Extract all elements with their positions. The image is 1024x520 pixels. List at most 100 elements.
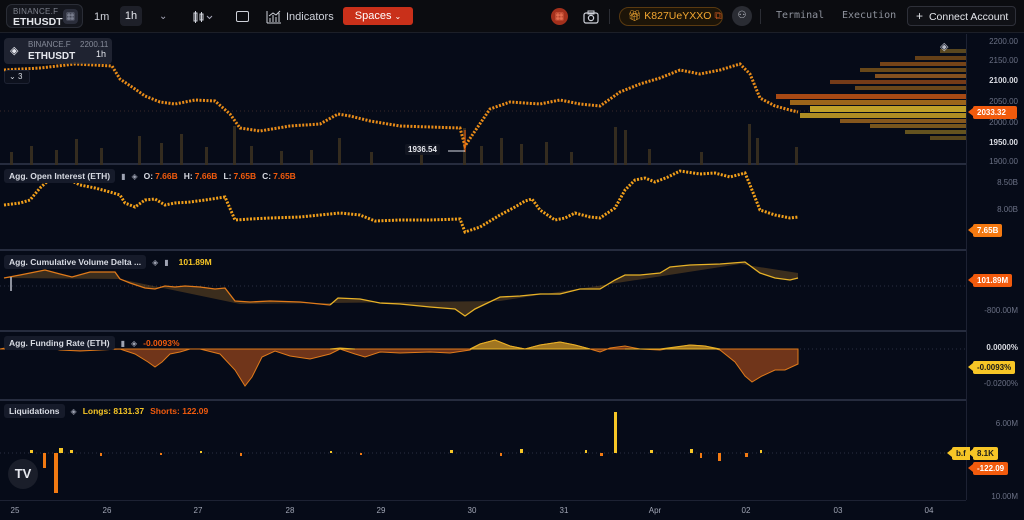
- settings-icon[interactable]: ◈: [152, 257, 159, 267]
- chart-pair: ETHUSDT: [28, 51, 76, 62]
- open-interest-pane[interactable]: Agg. Open Interest (ETH) ▮ ◈ O: 7.66B H: 7…: [0, 165, 966, 251]
- candlestick-icon: [193, 10, 213, 23]
- pair-label: ETHUSDT: [13, 16, 63, 28]
- time-tick: 25: [10, 506, 20, 515]
- axis-label: 2200.00: [989, 37, 1018, 46]
- axis-label: -800.00M: [984, 306, 1018, 315]
- gift-icon: 🎁︎: [628, 10, 642, 22]
- time-tick: 30: [467, 506, 477, 515]
- chart-price-hint: 2200.11: [80, 40, 109, 49]
- indicators-button[interactable]: Indicators: [266, 0, 334, 33]
- time-tick: 26: [102, 506, 112, 515]
- price-axis[interactable]: 2200.00 2150.00 2100.00 2050.00 2000.00 …: [966, 34, 1024, 166]
- connect-account-label: Connect Account: [928, 11, 1009, 23]
- chart-type-button[interactable]: [192, 0, 216, 33]
- axis-label: 0.0000%: [986, 343, 1018, 352]
- user-avatar-button[interactable]: ⚇: [732, 6, 752, 26]
- chevron-down-icon[interactable]: ⌄: [159, 11, 168, 22]
- gift-icon: ▦: [551, 8, 568, 25]
- settings-icon[interactable]: ◈: [131, 171, 138, 181]
- axis-label: 10.00M: [991, 492, 1018, 501]
- user-icon: ⚇: [737, 10, 747, 21]
- chart-exchange: BINANCE.F: [28, 40, 71, 49]
- settings-icon[interactable]: ◈: [130, 338, 138, 348]
- funding-pane[interactable]: Agg. Funding Rate (ETH) ▮ ◈ -0.0093%: [0, 332, 966, 401]
- indicators-chart-icon: [266, 10, 281, 23]
- indicator-count: 3: [17, 72, 23, 81]
- shorts-value: Shorts: 122.09: [150, 406, 209, 416]
- execution-link[interactable]: Execution: [842, 10, 897, 21]
- referral-code-button[interactable]: 🎁︎ K827UeYXXO ⧉: [619, 7, 723, 26]
- open-interest-axis[interactable]: 8.50B 8.00B 7.65B: [966, 165, 1024, 251]
- time-tick: 04: [924, 506, 934, 515]
- axis-label: 8.50B: [997, 178, 1018, 187]
- pin-icon[interactable]: ▮: [164, 257, 169, 267]
- price-pane[interactable]: ◈ BINANCE.F 2200.11 ETHUSDT 1h ⌄ 3 1936.…: [0, 34, 966, 165]
- tradingview-logo-icon[interactable]: TV: [8, 459, 38, 489]
- liquidations-pane[interactable]: Liquidations ◈ Longs: 8131.37 Shorts: 12…: [0, 401, 966, 500]
- current-price-tag: 2033.32: [968, 106, 1017, 119]
- indicator-title[interactable]: Agg. Funding Rate (ETH): [4, 336, 115, 350]
- time-tick: 02: [741, 506, 751, 515]
- connect-account-button[interactable]: + Connect Account: [907, 6, 1016, 26]
- chevron-down-icon: ⌄: [9, 72, 18, 81]
- axis-label: 1900.00: [989, 157, 1018, 166]
- funding-value: -0.0093%: [143, 338, 180, 348]
- copy-icon[interactable]: ⧉: [714, 10, 722, 22]
- liquidations-axis[interactable]: 6.00M 8.1K -122.09 10.00M: [966, 401, 1024, 501]
- indicator-title[interactable]: Agg. Cumulative Volume Delta ...: [4, 255, 147, 269]
- pin-icon[interactable]: ▮: [120, 338, 125, 348]
- time-axis[interactable]: 25 26 27 28 29 30 31 Apr 02 03 04: [0, 500, 966, 520]
- layers-icon[interactable]: ◈: [940, 41, 949, 53]
- time-tick: 03: [833, 506, 843, 515]
- symbol-selector[interactable]: BINANCE.F ETHUSDT ▦: [6, 4, 83, 28]
- ohlc-label: H:: [183, 171, 193, 181]
- binance-logo-icon: ◈: [10, 45, 19, 57]
- axis-label: 1950.00: [989, 138, 1018, 147]
- timeframe-1h[interactable]: 1h: [120, 6, 142, 26]
- terminal-link[interactable]: Terminal: [776, 10, 825, 21]
- grid-globe-icon[interactable]: ▦: [63, 9, 78, 24]
- time-tick: 28: [285, 506, 295, 515]
- funding-current-tag: -0.0093%: [967, 361, 1016, 374]
- time-tick: Apr: [648, 506, 662, 515]
- top-toolbar: BINANCE.F ETHUSDT ▦ 1m 1h ⌄ Indicators S…: [0, 0, 1024, 33]
- axis-label: 6.00M: [995, 419, 1018, 428]
- referral-code: K827UeYXXO: [644, 10, 712, 22]
- square-icon: [236, 11, 249, 22]
- indicator-title[interactable]: Liquidations: [4, 404, 65, 418]
- chart-area[interactable]: ◈ BINANCE.F 2200.11 ETHUSDT 1h ⌄ 3 1936.…: [0, 34, 1024, 520]
- indicator-title[interactable]: Agg. Open Interest (ETH): [4, 169, 116, 183]
- price-candles: [0, 49, 966, 165]
- axis-label: 8.00B: [997, 205, 1018, 214]
- timeframe-1m[interactable]: 1m: [94, 10, 110, 23]
- spaces-button[interactable]: Spaces ⌄: [343, 7, 413, 25]
- time-tick: 29: [376, 506, 386, 515]
- funding-legend: Agg. Funding Rate (ETH) ▮ ◈ -0.0093%: [4, 336, 180, 350]
- cvd-pane[interactable]: Agg. Cumulative Volume Delta ... ◈ ▮ 101…: [0, 251, 966, 332]
- ohlc-label: C:: [262, 171, 272, 181]
- cvd-current-tag: 101.89M: [967, 274, 1013, 287]
- oi-open: 7.66B: [155, 171, 178, 181]
- cvd-axis[interactable]: 101.89M -800.00M: [966, 251, 1024, 332]
- oi-high: 7.66B: [194, 171, 218, 181]
- ohlc-label: O:: [143, 171, 154, 181]
- cvd-value: 101.89M: [178, 257, 212, 267]
- collapse-indicators-button[interactable]: ⌄ 3: [4, 70, 30, 84]
- gift-button[interactable]: ▦: [551, 0, 568, 33]
- divider: [609, 9, 610, 24]
- settings-icon[interactable]: ◈: [70, 406, 77, 416]
- camera-icon: [583, 10, 599, 24]
- chart-interval: 1h: [96, 49, 107, 59]
- funding-axis[interactable]: 0.0000% -0.0093% -0.0200%: [966, 332, 1024, 401]
- pin-icon[interactable]: ▮: [121, 171, 126, 181]
- oi-close: 7.65B: [273, 171, 296, 181]
- screenshot-button[interactable]: [583, 0, 599, 33]
- liquidation-bars: [0, 412, 966, 493]
- axis-label: 2100.00: [989, 76, 1018, 85]
- layout-button[interactable]: [236, 0, 249, 33]
- axis-label: 2150.00: [989, 56, 1018, 65]
- symbol-info-box[interactable]: ◈ BINANCE.F 2200.11 ETHUSDT 1h: [4, 38, 112, 64]
- time-tick: 31: [559, 506, 569, 515]
- cvd-legend: Agg. Cumulative Volume Delta ... ◈ ▮ 101…: [4, 255, 212, 269]
